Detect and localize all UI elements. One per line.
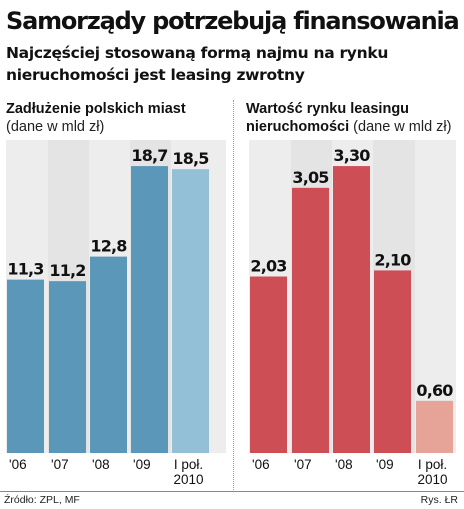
right-chart-category-label: '08	[335, 457, 353, 472]
left-chart-bar	[131, 166, 168, 454]
right-chart-bar	[374, 270, 411, 453]
right-chart-category-label: '07	[294, 457, 312, 472]
right-chart-value-label: 3,05	[292, 168, 329, 187]
left-chart-value-label: 18,5	[172, 149, 209, 168]
footer-credit: Rys. ŁR	[420, 494, 458, 506]
footer-source: Źródło: ZPL, MF	[4, 494, 80, 506]
left-chart-bar	[172, 169, 209, 453]
right-chart-value-label: 2,10	[374, 250, 411, 269]
right-chart-unit: (dane w mld zł)	[353, 119, 452, 135]
right-chart-value-label: 2,03	[250, 257, 286, 276]
right-chart-value-label: 0,60	[416, 381, 453, 400]
left-chart-unit: (dane w mld zł)	[6, 119, 105, 135]
left-chart-value-label: 12,8	[90, 237, 127, 256]
right-chart-bar	[292, 187, 329, 453]
panel-divider	[233, 100, 235, 492]
right-chart-category-label: I poł. 2010	[417, 457, 447, 487]
left-chart-value-label: 11,2	[49, 261, 85, 280]
right-chart-value-label: 3,30	[333, 146, 370, 165]
page-title: Samorządy potrzebują finansowania	[6, 7, 460, 35]
left-chart-category-label: I poł. 2010	[173, 457, 203, 487]
right-chart-category-label: '09	[376, 457, 394, 472]
page-subtitle: Najczęściej stosowaną formą najmu na ryn…	[6, 44, 389, 84]
right-chart-bar	[333, 166, 370, 454]
right-chart-category-label: '06	[252, 457, 270, 472]
left-chart-category-label: '08	[92, 457, 110, 472]
left-chart-bar	[49, 281, 86, 453]
left-chart-title: Zadłużenie polskich miast	[6, 101, 186, 117]
left-chart-value-label: 18,7	[131, 146, 167, 165]
footer-rule	[0, 491, 464, 492]
right-chart-bar	[250, 276, 287, 453]
left-chart-bar	[90, 256, 127, 453]
left-chart-category-label: '09	[133, 457, 151, 472]
left-chart-category-label: '07	[51, 457, 69, 472]
right-chart-heading: Wartość rynku leasingu nieruchomości (da…	[246, 100, 460, 136]
left-chart-bar	[7, 279, 44, 453]
right-chart-bar	[416, 400, 453, 453]
left-chart-category-label: '06	[9, 457, 27, 472]
right-chart-title: Wartość rynku leasingu nieruchomości	[246, 101, 410, 135]
left-chart-heading: Zadłużenie polskich miast (dane w mld zł…	[6, 100, 226, 136]
left-chart-value-label: 11,3	[7, 260, 43, 279]
